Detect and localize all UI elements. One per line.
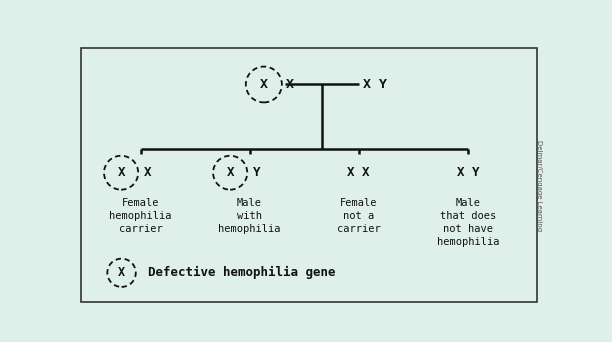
Text: X: X <box>118 166 125 179</box>
Text: X Y: X Y <box>457 166 479 179</box>
Text: Defective hemophilia gene: Defective hemophilia gene <box>147 266 335 279</box>
Text: Y: Y <box>253 166 261 179</box>
Text: X Y: X Y <box>364 78 387 91</box>
Text: X X: X X <box>348 166 370 179</box>
Text: X: X <box>226 166 234 179</box>
Text: Female
not a
carrier: Female not a carrier <box>337 198 381 234</box>
Text: Male
with
hemophilia: Male with hemophilia <box>218 198 281 234</box>
Text: Female
hemophilia
carrier: Female hemophilia carrier <box>110 198 172 234</box>
Text: X: X <box>286 78 294 91</box>
Text: X: X <box>144 166 151 179</box>
Text: X: X <box>118 266 125 279</box>
Text: X: X <box>260 78 268 91</box>
Text: Delmar/Cengage Learning: Delmar/Cengage Learning <box>536 140 542 232</box>
Text: Male
that does
not have
hemophilia: Male that does not have hemophilia <box>436 198 499 247</box>
